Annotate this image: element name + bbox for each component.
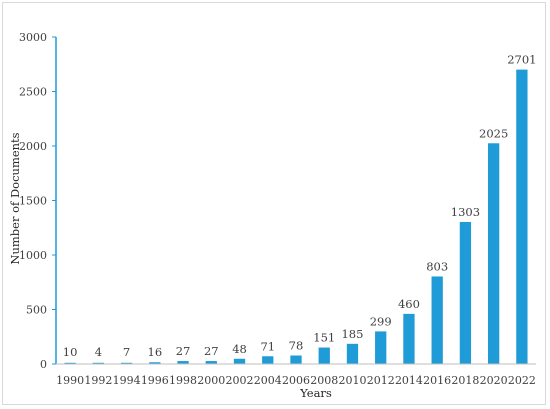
data-label: 27	[204, 344, 219, 358]
x-tick-label: 1996	[141, 374, 169, 387]
x-tick-label: 1992	[84, 374, 112, 387]
data-label: 16	[148, 345, 163, 359]
data-label: 71	[260, 339, 275, 353]
x-tick-label: 2020	[480, 374, 508, 387]
x-tick-label: 2002	[226, 374, 254, 387]
data-label: 460	[398, 297, 420, 311]
bar	[431, 276, 443, 364]
x-tick-label: 1994	[113, 374, 141, 387]
data-label: 78	[289, 338, 304, 352]
bar	[233, 358, 246, 364]
y-tick-label: 1000	[19, 249, 47, 262]
x-axis-label: Years	[299, 386, 332, 400]
y-axis-ticks: 0 500 1000 1500 2000 2500 3000	[19, 31, 56, 371]
data-label: 27	[176, 344, 191, 358]
y-tick-label: 2500	[19, 86, 47, 99]
bar	[403, 313, 415, 364]
bar	[459, 221, 472, 364]
bar	[375, 331, 387, 364]
chart-frame	[2, 2, 546, 405]
x-tick-label: 2010	[338, 374, 366, 387]
data-label: 151	[313, 331, 335, 345]
x-axis-ticks: 1990 1992 1994 1996 1998 2000 2002 2004 2006 2008…	[56, 374, 536, 387]
y-tick-label: 3000	[19, 31, 47, 44]
x-tick-label: 2000	[197, 374, 225, 387]
y-tick-label: 2000	[19, 140, 47, 153]
y-tick-label: 1500	[19, 195, 47, 208]
x-tick-label: 2012	[367, 374, 395, 387]
bar	[205, 361, 217, 364]
bar	[149, 362, 161, 364]
x-tick-label: 2008	[310, 374, 338, 387]
x-tick-label: 1998	[169, 374, 197, 387]
bar	[120, 362, 133, 364]
bar	[488, 143, 500, 364]
bar	[318, 347, 330, 364]
bars	[64, 69, 528, 364]
bar	[290, 355, 302, 364]
data-label: 2025	[479, 126, 508, 140]
x-tick-label: 2004	[254, 374, 282, 387]
bar	[516, 69, 528, 364]
bar	[92, 362, 104, 364]
bar	[346, 343, 359, 364]
x-tick-label: 2014	[395, 374, 423, 387]
x-tick-label: 2006	[282, 374, 310, 387]
y-tick-label: 500	[26, 304, 47, 317]
y-axis-label: Number of Documents	[8, 132, 22, 264]
data-label: 48	[232, 342, 247, 356]
data-label: 1303	[451, 205, 480, 219]
data-labels: 10 4 7 16 27 27 48 71 78 151 185 299 460 803 1303 2025 2…	[63, 53, 537, 359]
x-tick-label: 1990	[56, 374, 84, 387]
data-label: 803	[426, 259, 448, 273]
x-tick-label: 2022	[508, 374, 536, 387]
bar	[177, 361, 189, 364]
x-tick-label: 2018	[451, 374, 479, 387]
data-label: 7	[123, 345, 130, 359]
data-label: 4	[95, 345, 102, 359]
x-tick-label: 2016	[423, 374, 451, 387]
data-label: 2701	[507, 53, 536, 67]
data-label: 185	[341, 327, 363, 341]
data-label: 10	[63, 345, 78, 359]
bar	[64, 362, 76, 364]
y-tick-label: 0	[40, 358, 47, 371]
data-label: 299	[370, 314, 392, 328]
bar	[262, 356, 274, 364]
